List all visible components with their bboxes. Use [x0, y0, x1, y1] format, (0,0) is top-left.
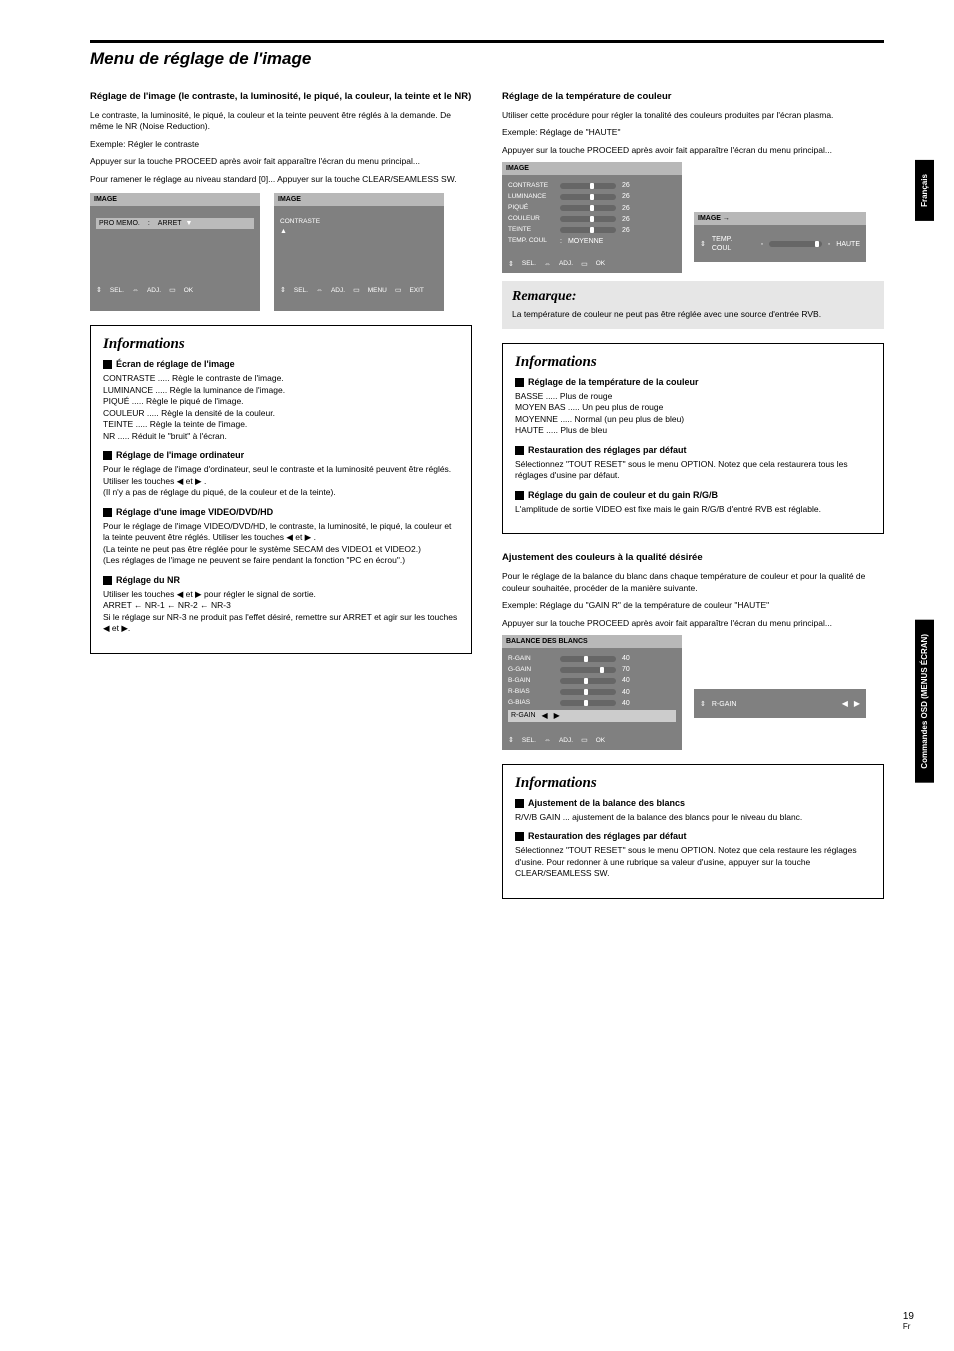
leftright-icon — [544, 260, 551, 269]
osd-slider-row: R-GAIN40 — [508, 654, 676, 663]
osd-sub-title: IMAGE → — [694, 212, 866, 225]
osd-temp-row: TEMP. COUL:MOYENNE — [508, 237, 676, 246]
updown-icon — [700, 700, 706, 709]
left-heading: Réglage de l'image (le contraste, la lum… — [90, 91, 472, 104]
right2-p2: Exemple: Réglage du "GAIN R" de la tempé… — [502, 600, 884, 611]
osd-title: IMAGE — [274, 193, 444, 206]
left-p3: Appuyer sur la touche PROCEED après avoi… — [90, 156, 472, 167]
info-item-body: Pour le réglage de l'image d'ordinateur,… — [103, 464, 459, 498]
osd-slider-row: LUMINANCE26 — [508, 192, 676, 201]
osd-slider-row: G-BIAS40 — [508, 699, 676, 708]
menu-icon — [581, 736, 588, 745]
info-item-head: Écran de réglage de l'image — [103, 359, 459, 369]
info-item-head: Réglage d'une image VIDEO/DVD/HD — [103, 507, 459, 517]
osd-wb-sub: R-GAIN — [694, 689, 866, 717]
leftright-icon — [132, 286, 139, 295]
osd-image-full: IMAGE CONTRASTE26 LUMINANCE26 PIQUÉ26 CO… — [502, 162, 682, 273]
left-p4: Pour ramener le réglage au niveau standa… — [90, 174, 472, 185]
osd-footer: SEL. ADJ. OK — [502, 732, 682, 749]
right-heading2: Ajustement des couleurs à la qualité dés… — [502, 552, 884, 565]
osd-slider-row: G-GAIN70 — [508, 665, 676, 674]
info-box-wb: Informations Ajustement de la balance de… — [502, 764, 884, 899]
info-item-head: Restauration des réglages par défaut — [515, 831, 871, 841]
osd-temp-sub: IMAGE → TEMP. COUL ◦ ◦ HAUTE — [694, 212, 866, 261]
osd-memo-value: ARRET — [158, 219, 182, 228]
right-heading: Réglage de la température de couleur — [502, 91, 884, 104]
osd-image-contrast: IMAGE CONTRASTE ▲ SEL. ADJ. MENU EXIT — [274, 193, 444, 311]
page-lang: Fr — [903, 1322, 911, 1331]
info-title: Informations — [515, 775, 871, 792]
osd-title: BALANCE DES BLANCS — [502, 635, 682, 648]
osd-footer: SEL. ADJ. OK — [502, 256, 682, 273]
osd-slider-row: CONTRASTE26 — [508, 181, 676, 190]
info-item-body: CONTRASTE ..... Règle le contraste de l'… — [103, 373, 459, 442]
updown-icon — [96, 286, 102, 295]
right-p1: Utiliser cette procédure pour régler la … — [502, 110, 884, 121]
info-item-head: Réglage du gain de couleur et du gain R/… — [515, 490, 871, 500]
info-item-head: Réglage de l'image ordinateur — [103, 450, 459, 460]
updown-icon — [700, 240, 706, 249]
page-number: 19 — [903, 1311, 914, 1322]
section-rule — [90, 40, 884, 43]
osd-footer: SEL. ADJ. OK — [90, 282, 260, 299]
info-item-body: Utiliser les touches ◀ et ▶ pour régler … — [103, 589, 459, 635]
updown-icon — [508, 736, 514, 745]
info-box-temp: Informations Réglage de la température d… — [502, 343, 884, 535]
note-body: La température de couleur ne peut pas êt… — [512, 309, 874, 320]
menu-icon — [353, 286, 360, 295]
contrast-label: CONTRASTE — [280, 218, 438, 226]
info-title: Informations — [103, 336, 459, 353]
info-title: Informations — [515, 354, 871, 371]
right-p3: Appuyer sur la touche PROCEED après avoi… — [502, 145, 884, 156]
side-tab-osd: Commandes OSD (MENUS ÉCRAN) — [915, 620, 934, 783]
side-tab-language: Français — [915, 160, 934, 221]
info-item-head: Restauration des réglages par défaut — [515, 445, 871, 455]
osd-slider-row: TEINTE26 — [508, 226, 676, 235]
info-item-head: Réglage du NR — [103, 575, 459, 585]
left-p2: Exemple: Régler le contraste — [90, 139, 472, 150]
info-item-head: Réglage de la température de la couleur — [515, 377, 871, 387]
osd-slider-row: B-GAIN40 — [508, 676, 676, 685]
info-item-body: Pour le réglage de l'image VIDEO/DVD/HD,… — [103, 521, 459, 567]
osd-title: IMAGE — [90, 193, 260, 206]
osd-wb: BALANCE DES BLANCS R-GAIN40 G-GAIN70 B-G… — [502, 635, 682, 749]
osd-slider-row: COULEUR26 — [508, 215, 676, 224]
leftright-icon — [316, 286, 323, 295]
info-item-body: BASSE ..... Plus de rouge MOYEN BAS ....… — [515, 391, 871, 437]
note-title: Remarque: — [512, 289, 874, 305]
updown-icon — [280, 286, 286, 295]
osd-memo-label: PRO MEMO. — [99, 219, 140, 228]
info-item-head: Ajustement de la balance des blancs — [515, 798, 871, 808]
note-box: Remarque: La température de couleur ne p… — [502, 281, 884, 328]
osd-slider-row: R-BIAS40 — [508, 688, 676, 697]
info-box-left: Informations Écran de réglage de l'image… — [90, 325, 472, 653]
osd-slider-row: PIQUÉ26 — [508, 204, 676, 213]
right-p2: Exemple: Réglage de "HAUTE" — [502, 127, 884, 138]
osd-footer: SEL. ADJ. MENU EXIT — [274, 282, 444, 299]
leftright-icon — [544, 736, 551, 745]
left-p1: Le contraste, la luminosité, le piqué, l… — [90, 110, 472, 133]
right2-p1: Pour le réglage de la balance du blanc d… — [502, 571, 884, 594]
osd-sub-row: R-GAIN — [700, 699, 860, 709]
page-footer: 19 Fr — [903, 1311, 914, 1331]
info-item-body: Sélectionnez "TOUT RESET" sous le menu O… — [515, 845, 871, 879]
updown-icon — [508, 260, 514, 269]
osd-memo-row: PRO MEMO. : ARRET ▼ — [96, 218, 254, 229]
section-title: Menu de réglage de l'image — [90, 49, 884, 69]
menu-icon — [169, 286, 176, 295]
exit-icon — [395, 286, 402, 295]
menu-icon — [581, 260, 588, 269]
info-item-body: R/V/B GAIN ... ajustement de la balance … — [515, 812, 871, 823]
osd-highlight-row: R-GAIN — [508, 710, 676, 722]
info-item-body: Sélectionnez "TOUT RESET" sous le menu O… — [515, 459, 871, 482]
osd-sub-row: TEMP. COUL ◦ ◦ HAUTE — [700, 235, 860, 253]
osd-image-memo: IMAGE PRO MEMO. : ARRET ▼ SEL. ADJ. — [90, 193, 260, 311]
info-item-body: L'amplitude de sortie VIDEO est fixe mai… — [515, 504, 871, 515]
right2-p3: Appuyer sur la touche PROCEED après avoi… — [502, 618, 884, 629]
osd-title: IMAGE — [502, 162, 682, 175]
